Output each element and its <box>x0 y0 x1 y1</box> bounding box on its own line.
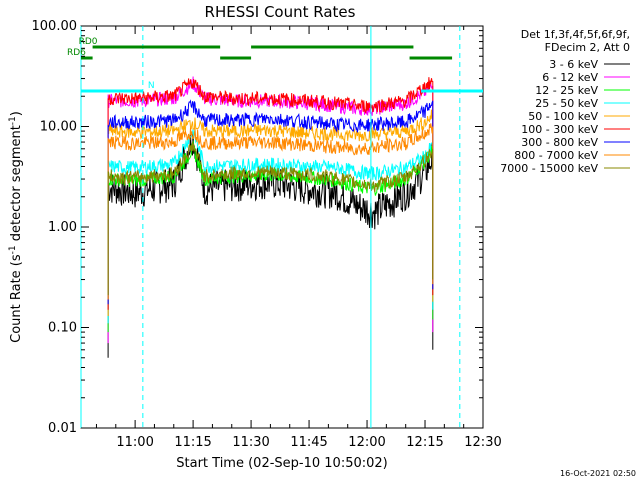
x-tick-label: 12:30 <box>464 435 501 450</box>
legend-entry-label: 7000 - 15000 keV <box>500 162 598 175</box>
legend-entry-label: 3 - 6 keV <box>549 58 598 71</box>
y-tick-label: 0.10 <box>48 321 77 336</box>
state-segment-label: RD6 <box>67 48 86 58</box>
x-axis-label: Start Time (02-Sep-10 10:50:02) <box>176 456 387 471</box>
chart-title: RHESSI Count Rates <box>205 3 356 21</box>
legend-entry-label: 100 - 300 keV <box>521 123 598 136</box>
legend-header: FDecim 2, Att 0 <box>545 41 630 54</box>
series-line <box>107 109 434 316</box>
x-tick-label: 12:15 <box>406 435 443 450</box>
legend-entry-label: 25 - 50 keV <box>535 97 598 110</box>
legend-header: Det 1f,3f,4f,5f,6f,9f, <box>521 28 630 41</box>
y-tick-label: 100.00 <box>32 19 78 34</box>
legend-entry-label: 6 - 12 keV <box>542 71 598 84</box>
x-tick-label: 11:15 <box>174 435 211 450</box>
legend-entry-label: 300 - 800 keV <box>521 136 598 149</box>
x-tick-label: 12:00 <box>348 435 385 450</box>
legend-entry-label: 800 - 7000 keV <box>514 149 598 162</box>
series-line <box>107 123 434 300</box>
y-axis-label: Count Rate (s-1 detector segment-1) <box>8 111 24 343</box>
series-line <box>107 77 434 310</box>
series-line <box>107 139 434 333</box>
x-tick-label: 11:30 <box>232 435 269 450</box>
legend-entry-label: 12 - 25 keV <box>535 84 598 97</box>
legend-entry-label: 50 - 100 keV <box>528 110 598 123</box>
x-tick-label: 11:00 <box>116 435 153 450</box>
y-tick-label: 10.00 <box>40 120 77 135</box>
series-line <box>107 141 434 296</box>
series-line <box>107 99 434 305</box>
series-line <box>107 128 434 324</box>
timestamp: 16-Oct-2021 02:50 <box>560 469 636 478</box>
y-tick-label: 0.01 <box>48 421 77 436</box>
y-tick-label: 1.00 <box>48 220 77 235</box>
state-segment-label: RD0 <box>79 37 98 47</box>
state-segment-label: N <box>148 81 155 91</box>
x-tick-label: 11:45 <box>290 435 327 450</box>
